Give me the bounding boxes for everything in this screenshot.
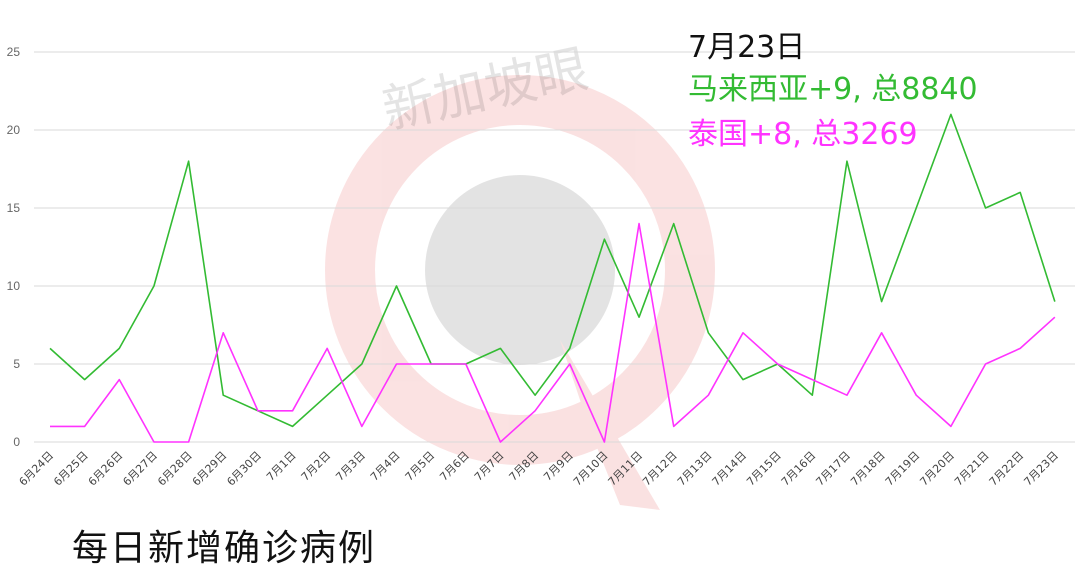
x-tick-label: 7月5日 [403,449,438,484]
x-tick-label: 7月3日 [333,449,368,484]
x-tick-label: 7月18日 [848,449,888,489]
x-tick-label: 6月29日 [190,449,230,489]
x-tick-label: 7月16日 [779,449,819,489]
x-tick-label: 7月19日 [883,449,923,489]
x-tick-label: 6月25日 [51,449,91,489]
grid-lines [34,51,1075,443]
x-tick-label: 7月2日 [299,449,334,484]
annotation-thailand: 泰国+8, 总3269 [688,117,918,152]
y-tick-label: 25 [7,45,21,59]
x-tick-label: 7月12日 [640,449,680,489]
y-axis: 0 5 10 15 20 25 [7,45,21,449]
series-line-thailand [50,222,1056,443]
x-tick-label: 7月15日 [744,449,784,489]
x-tick-label: 7月17日 [813,449,853,489]
watermark-logo [325,75,715,510]
x-tick-label: 7月1日 [264,449,299,484]
x-tick-label: 6月28日 [155,449,195,489]
y-tick-label: 20 [7,123,21,137]
series-group [49,113,1056,443]
x-tick-label: 6月24日 [17,449,57,489]
x-tick-label: 7月23日 [1021,449,1061,489]
y-tick-label: 15 [7,201,21,215]
x-tick-label: 7月13日 [675,449,715,489]
x-tick-label: 6月26日 [86,449,126,489]
series-line-malaysia [49,113,1056,428]
annotation-malaysia: 马来西亚+9, 总8840 [688,72,978,107]
chart-caption: 每日新增确诊病例 [72,528,377,569]
x-tick-label: 7月14日 [710,449,750,489]
x-tick-label: 7月6日 [437,449,472,484]
annotation-date: 7月23日 [688,30,806,65]
y-tick-label: 10 [7,279,21,293]
x-tick-label: 7月4日 [368,449,403,484]
x-tick-label: 6月30日 [224,449,264,489]
y-tick-label: 5 [13,357,20,371]
x-tick-label: 6月27日 [120,449,160,489]
x-tick-label: 7月22日 [987,449,1027,489]
y-tick-label: 0 [13,435,20,449]
x-tick-label: 7月20日 [917,449,957,489]
x-tick-label: 7月21日 [952,449,992,489]
